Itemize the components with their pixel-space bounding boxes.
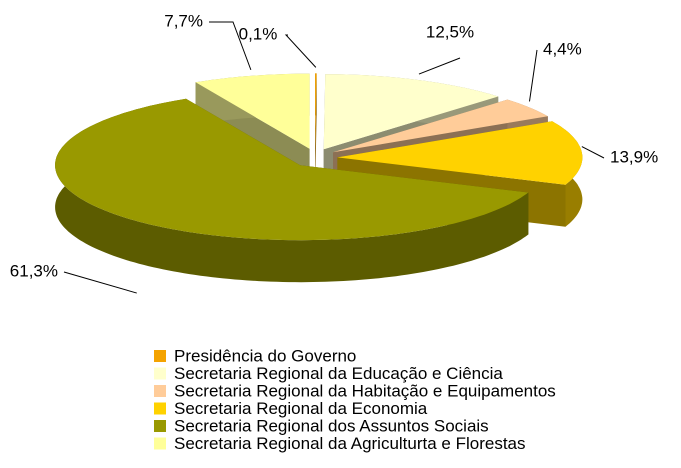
legend-swatch [154,350,166,362]
legend-label: Secretaria Regional da Educação e Ciênci… [174,364,503,383]
leader-line [581,146,605,159]
legend-swatch [154,437,166,450]
legend-swatch [154,420,166,432]
data-label: 7,7% [164,11,203,30]
legend-label: Presidência do Governo [174,346,356,365]
data-label: 0,1% [239,24,278,43]
slice [315,73,317,149]
leader-line [209,21,252,71]
legend-label: Secretaria Regional da Habitação e Equip… [174,381,556,400]
leader-line [528,49,538,102]
leader-line [63,271,137,294]
legend-label: Secretaria Regional da Agriculturta e Fl… [174,434,526,453]
leader-line [418,57,461,75]
slice [337,121,583,185]
data-label: 4,4% [543,39,582,58]
legend-swatch [154,385,166,397]
legend-label: Secretaria Regional dos Assuntos Sociais [174,416,489,435]
slice [195,73,310,149]
leader-line [284,34,317,68]
slice [323,74,499,150]
data-label: 61,3% [10,261,58,280]
slice-side [55,98,529,283]
slice [333,99,548,153]
legend-swatch [154,367,166,380]
legend-swatch [154,402,166,415]
slice [55,98,529,241]
legend-label: Secretaria Regional da Economia [174,399,428,418]
data-label: 12,5% [426,22,474,41]
data-label: 13,9% [610,147,658,166]
